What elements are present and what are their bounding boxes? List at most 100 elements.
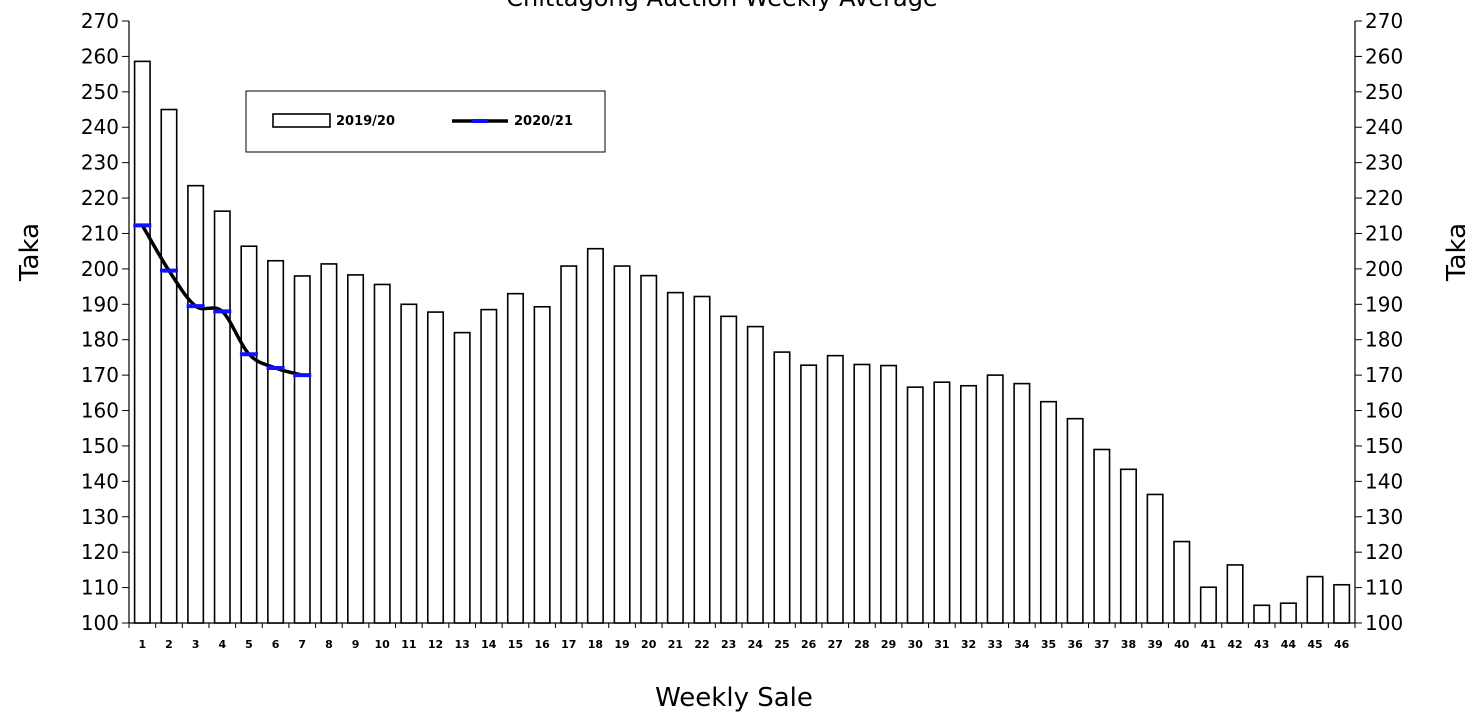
y-tick-label-left: 270: [81, 9, 119, 33]
bar-2019-20: [960, 384, 978, 624]
y-tick-label-left: 140: [81, 469, 119, 493]
x-tick-label: 38: [1121, 638, 1136, 651]
y-tick-label-left: 100: [81, 611, 119, 635]
y-tick-label-left: 130: [81, 505, 119, 529]
chart-title: Chittagong Auction Weekly Average: [506, 0, 937, 12]
y-tick-label-right: 170: [1365, 363, 1403, 387]
bar-2019-20: [1226, 564, 1244, 624]
bar-2019-20: [240, 245, 258, 624]
bar-2019-20: [533, 305, 551, 624]
bar-2019-20: [373, 283, 391, 624]
x-tick-label: 32: [961, 638, 976, 651]
bar-2019-20: [160, 108, 178, 624]
y-axis-label-left: Taka: [15, 223, 45, 282]
legend: 2019/20 2020/21: [245, 90, 606, 153]
y-tick-label-right: 230: [1365, 151, 1403, 175]
bar-2019-20: [1119, 468, 1137, 624]
bar-2019-20: [1066, 417, 1084, 624]
y-tick-label-right: 140: [1365, 469, 1403, 493]
x-tick-label: 39: [1147, 638, 1162, 651]
x-tick-label: 10: [375, 638, 391, 651]
legend-label-2020-21: 2020/21: [514, 114, 573, 129]
bar-2019-20: [1333, 583, 1351, 624]
x-tick-label: 46: [1334, 638, 1350, 651]
x-tick-label: 7: [298, 638, 306, 651]
bar-2019-20: [1279, 602, 1297, 624]
x-tick-label: 6: [272, 638, 280, 651]
bar-2019-20: [480, 308, 498, 624]
y-tick-label-right: 200: [1365, 257, 1403, 281]
y-tick-label-right: 100: [1365, 611, 1403, 635]
x-tick-label: 35: [1041, 638, 1056, 651]
x-tick-label: 18: [588, 638, 603, 651]
bar-2019-20: [720, 315, 738, 624]
bar-2019-20: [1013, 382, 1031, 624]
y-tick-label-right: 180: [1365, 328, 1403, 352]
y-tick-label-left: 160: [81, 399, 119, 423]
x-tick-label: 12: [428, 638, 443, 651]
bar-2019-20: [826, 354, 844, 624]
bar-2019-20: [453, 331, 471, 624]
x-axis-label: Weekly Sale: [655, 683, 813, 713]
y-tick-label-left: 250: [81, 80, 119, 104]
y-tick-label-right: 270: [1365, 9, 1403, 33]
bar-2019-20: [1093, 448, 1111, 624]
x-tick-label: 21: [668, 638, 683, 651]
bar-2019-20: [613, 265, 631, 624]
y-tick-label-left: 150: [81, 434, 119, 458]
x-tick-label: 42: [1227, 638, 1242, 651]
y-tick-label-left: 230: [81, 151, 119, 175]
x-tick-label: 15: [508, 638, 523, 651]
x-tick-label: 33: [988, 638, 1003, 651]
x-tick-label: 45: [1307, 638, 1322, 651]
bar-2019-20: [1253, 604, 1271, 624]
bar-2019-20: [880, 364, 898, 624]
y-tick-label-left: 190: [81, 292, 119, 316]
bar-2019-20: [506, 292, 524, 624]
bar-2019-20: [640, 274, 658, 624]
bar-2019-20: [560, 265, 578, 624]
y-tick-label-left: 200: [81, 257, 119, 281]
x-tick-label: 14: [481, 638, 497, 651]
y-tick-label-right: 190: [1365, 292, 1403, 316]
x-tick-label: 40: [1174, 638, 1190, 651]
legend-label-2019-20: 2019/20: [336, 114, 395, 129]
x-tick-label: 1: [138, 638, 146, 651]
bar-2019-20: [426, 311, 445, 624]
bar-2019-20: [1173, 540, 1191, 624]
y-tick-label-right: 260: [1365, 44, 1403, 68]
x-tick-label: 3: [192, 638, 200, 651]
y-axis-label-right: Taka: [1442, 223, 1471, 282]
x-tick-label: 19: [614, 638, 629, 651]
bar-2019-20: [853, 363, 871, 624]
y-tick-label-right: 160: [1365, 399, 1403, 423]
y-tick-label-right: 210: [1365, 221, 1403, 245]
bar-2019-20: [906, 386, 924, 624]
bar-2019-20: [347, 274, 365, 624]
bar-2019-20: [1039, 400, 1058, 624]
y-tick-label-right: 110: [1365, 576, 1403, 600]
x-tick-label: 20: [641, 638, 657, 651]
bar-2019-20: [400, 303, 418, 624]
y-tick-label-right: 150: [1365, 434, 1403, 458]
bar-2019-20: [986, 374, 1004, 624]
x-tick-label: 23: [721, 638, 736, 651]
x-tick-label: 8: [325, 638, 333, 651]
y-tick-label-left: 220: [81, 186, 119, 210]
bar-2019-20: [800, 364, 818, 624]
x-tick-label: 2: [165, 638, 173, 651]
bar-2019-20: [213, 210, 231, 624]
bar-2019-20: [1306, 575, 1324, 624]
x-tick-label: 30: [908, 638, 924, 651]
x-tick-label: 29: [881, 638, 896, 651]
x-tick-label: 27: [828, 638, 843, 651]
x-tick-label: 16: [534, 638, 550, 651]
bar-2019-20: [1199, 586, 1217, 624]
bar-2019-20: [773, 351, 791, 624]
y-tick-label-right: 220: [1365, 186, 1403, 210]
x-tick-label: 28: [854, 638, 869, 651]
x-tick-label: 36: [1067, 638, 1083, 651]
bar-2019-20: [133, 60, 151, 624]
bar-2019-20: [693, 295, 711, 624]
